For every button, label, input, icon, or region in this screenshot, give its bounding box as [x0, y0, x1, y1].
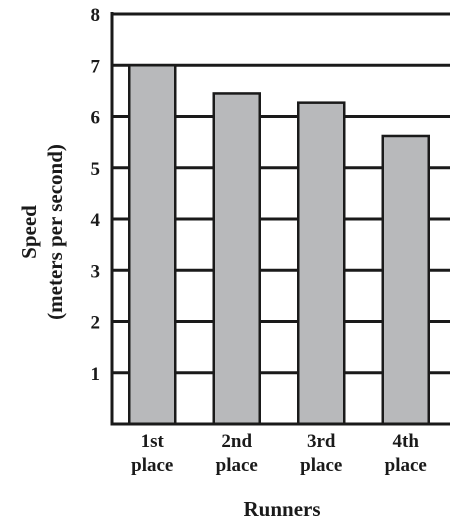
x-category-labels: 1st place 2nd place 3rd place 4th place: [131, 431, 427, 476]
y-axis-subtitle: (meters per second): [43, 144, 67, 320]
x-category-label-1-line-2: place: [131, 455, 173, 476]
x-category-label-2-line-2: place: [216, 455, 258, 476]
y-tick-label-3: 3: [91, 261, 101, 282]
y-tick-label-6: 6: [91, 108, 101, 129]
x-category-label-4: 4th place: [385, 431, 427, 476]
bars: [128, 64, 430, 426]
x-category-label-1-line-1: 1st: [141, 431, 165, 452]
x-category-label-3: 3rd place: [300, 431, 342, 476]
x-axis-title: Runners: [243, 497, 320, 521]
y-tick-label-5: 5: [91, 159, 101, 180]
y-tick-label-2: 2: [91, 313, 101, 334]
bar-2: [212, 92, 261, 426]
axes: [110, 12, 450, 426]
bar-4: [381, 134, 430, 426]
x-category-label-3-line-1: 3rd: [307, 431, 336, 452]
bar-3: [297, 101, 346, 426]
x-category-label-2: 2nd place: [216, 431, 258, 476]
bar-1: [128, 64, 177, 426]
y-axis-title: Speed: [17, 205, 41, 259]
x-category-label-1: 1st place: [131, 431, 173, 476]
x-category-label-4-line-1: 4th: [393, 431, 420, 452]
y-tick-label-4: 4: [91, 210, 101, 231]
y-tick-label-7: 7: [91, 56, 101, 77]
y-axis-title-line-2: (meters per second): [43, 144, 67, 320]
x-category-label-3-line-2: place: [300, 455, 342, 476]
x-category-label-4-line-2: place: [385, 455, 427, 476]
y-tick-labels: 1 2 3 4 5 6 7 8: [91, 5, 101, 385]
y-axis-title-line-1: Speed: [17, 205, 41, 259]
x-category-label-2-line-1: 2nd: [221, 431, 252, 452]
y-tick-label-1: 1: [91, 364, 101, 385]
y-tick-label-8: 8: [91, 5, 101, 26]
